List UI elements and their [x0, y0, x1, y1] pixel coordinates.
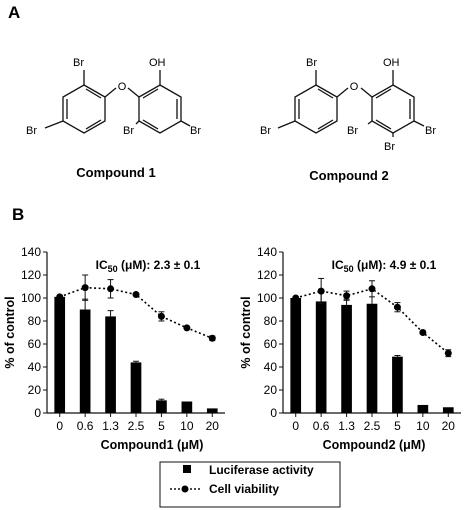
chart1-viability-point: [132, 291, 140, 299]
chart2-viability-point: [393, 303, 401, 311]
chart2-viability-point: [343, 292, 351, 300]
compound1-atom-br-bottom: Br: [123, 125, 134, 137]
compound2-structure: [277, 70, 425, 137]
chart2-x-tick-label: 5: [394, 419, 401, 433]
chart2-ic50-label: IC50 (μM): 4.9 ± 0.1: [332, 258, 437, 274]
chart1-x-tick-label: 10: [180, 419, 194, 433]
chart2-y-tick-label: 60: [264, 337, 278, 351]
chart1-bar: [130, 362, 142, 413]
chart1-y-axis-label: % of control: [3, 296, 17, 368]
chart1-x-tick-label: 1.3: [102, 419, 119, 433]
chart1-x-axis-label: Compound1 (μM): [101, 438, 204, 452]
chart2-y-tick-label: 40: [264, 360, 278, 374]
legend-box: [159, 461, 341, 508]
chart1-y-tick-label: 140: [21, 245, 41, 259]
chart2-y-tick-label: 0: [270, 406, 277, 420]
chart1-x-tick-label: 5: [158, 419, 165, 433]
chart2-bar: [366, 303, 378, 413]
chart2-x-tick-label: 0: [292, 419, 299, 433]
compound1-atom-br-left: Br: [26, 125, 37, 137]
chart1-bar: [105, 316, 116, 413]
chart2-x-tick-label: 10: [416, 419, 430, 433]
chart1-viability-point: [157, 312, 165, 320]
compound2-atom-br-left: Br: [260, 125, 271, 137]
compound2-name: Compound 2: [309, 168, 388, 183]
panel-label-b: B: [12, 205, 24, 224]
chart1-viability-point: [81, 284, 89, 292]
chart1-ic50-label: IC50 (μM): 2.3 ± 0.1: [96, 258, 201, 274]
compound1-atom-oh: OH: [149, 57, 166, 69]
compound2-ring-left: [294, 84, 338, 134]
chart1-bar: [206, 408, 218, 413]
chart1-x-tick-label: 20: [206, 419, 220, 433]
chart2-y-tick-label: 100: [257, 291, 277, 305]
compound1-atom-br-top: Br: [73, 57, 84, 69]
chart1-bar: [54, 296, 66, 413]
compound1-name: Compound 1: [76, 165, 155, 180]
chart1-y-tick-label: 80: [28, 314, 42, 328]
chart1-viability-point: [56, 293, 64, 301]
chart1-y-tick-label: 20: [28, 383, 42, 397]
chart2-y-tick-label: 20: [264, 383, 278, 397]
chart2-bar: [315, 301, 327, 413]
chart2-bar: [341, 304, 352, 413]
chart2-bar: [392, 356, 403, 413]
legend-swatch-bar: [183, 465, 191, 473]
compound1-oxygen-label: O: [118, 81, 127, 93]
chart1-y-tick-label: 100: [21, 291, 41, 305]
chart1-y-tick-label: 60: [28, 337, 42, 351]
legend-swatch-marker: [181, 485, 189, 493]
chart2-x-axis-label: Compound2 (μM): [323, 438, 426, 452]
chart1-y-tick-label: 40: [28, 360, 42, 374]
chart2-x-tick-label: 20: [442, 419, 456, 433]
chart2-bar: [442, 407, 454, 413]
chart2-y-tick-label: 120: [257, 268, 277, 282]
panel-label-a: A: [8, 3, 20, 22]
chart1-viability-point: [107, 285, 115, 293]
chart2-viability-point: [444, 349, 452, 357]
compound1-atom-br-right: Br: [190, 125, 201, 137]
chart-compound2: 0 20 40 60 80 100 120 140 0 0.6 1.3 2.5 5 10 20 % of co…: [239, 245, 461, 452]
compound2-atom-br-mid-left: Br: [347, 125, 358, 137]
chart1-y-tick-label: 120: [21, 268, 41, 282]
legend-label-luciferase: Luciferase activity: [209, 463, 314, 477]
compound1-ring-right: [138, 84, 182, 134]
chart1-y-tick-label: 0: [34, 406, 41, 420]
chart1-viability-point: [183, 324, 191, 332]
compound2-oxygen-label: O: [350, 81, 359, 93]
compound2-ring-right: [371, 84, 415, 134]
chart1-x-tick-label: 0: [56, 419, 63, 433]
chart2-viability-point: [368, 285, 376, 293]
chart1-bar: [79, 309, 91, 413]
chart2-y-tick-label: 80: [264, 314, 278, 328]
chart-compound1: 0 20 40 60 80 100 120 140 0 0.6 1.3 2.5 5 10 20 % of co…: [3, 245, 225, 452]
chart1-bar: [156, 400, 167, 413]
chart2-viability-point: [419, 329, 427, 336]
chart1-x-tick-label: 2.5: [128, 419, 145, 433]
chart1-viability-point: [208, 334, 216, 342]
chart2-x-tick-label: 1.3: [338, 419, 355, 433]
compound2-atom-br-top: Br: [306, 57, 317, 69]
chart2-y-tick-label: 140: [257, 245, 277, 259]
compound2-atom-oh: OH: [383, 57, 400, 69]
compound2-atom-br-mid-bottom: Br: [384, 141, 395, 153]
legend-label-viability: Cell viability: [209, 482, 279, 496]
chart2-x-tick-label: 2.5: [364, 419, 381, 433]
chart2-bar: [290, 298, 302, 413]
chart2-x-tick-label: 0.6: [313, 419, 330, 433]
chart2-viability-point: [317, 287, 325, 295]
compound2-atom-br-right: Br: [425, 125, 436, 137]
legend: Luciferase activity Cell viability: [159, 461, 341, 508]
chart2-y-axis-label: % of control: [239, 296, 253, 368]
chart1-bar: [181, 401, 193, 413]
compound1-ring-left: [62, 84, 106, 134]
chart1-x-tick-label: 0.6: [77, 419, 94, 433]
chart2-viability-point: [292, 294, 300, 302]
compound1-structure: [44, 70, 191, 134]
chart2-bar: [417, 404, 429, 413]
